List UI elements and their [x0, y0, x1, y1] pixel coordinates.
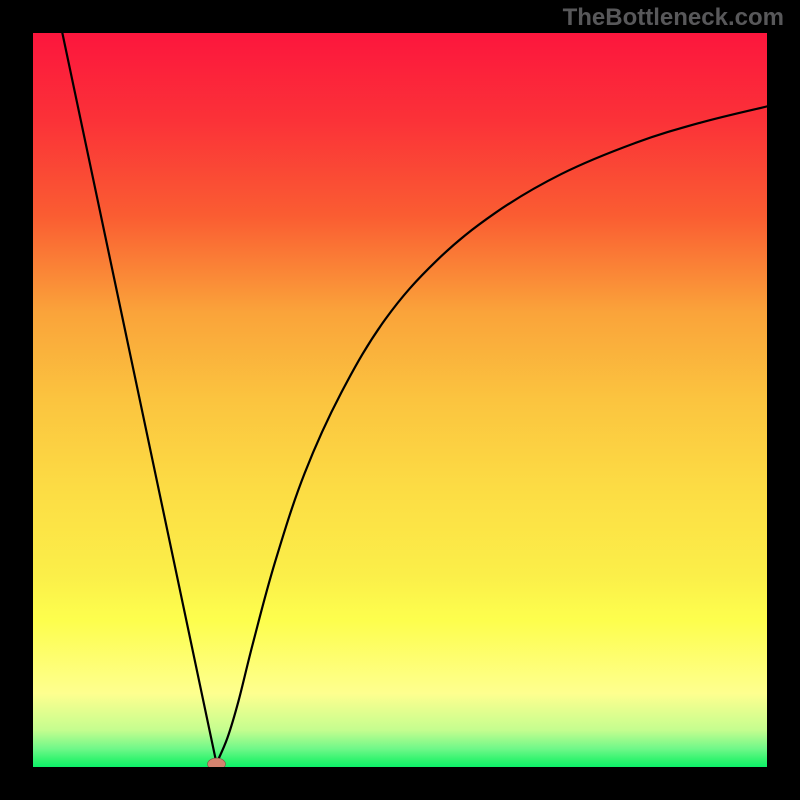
- chart-container: TheBottleneck.com: [0, 0, 800, 800]
- gradient-background: [33, 33, 767, 767]
- plot-svg: [33, 33, 767, 767]
- watermark-text: TheBottleneck.com: [563, 4, 784, 32]
- plot-area: [33, 33, 767, 767]
